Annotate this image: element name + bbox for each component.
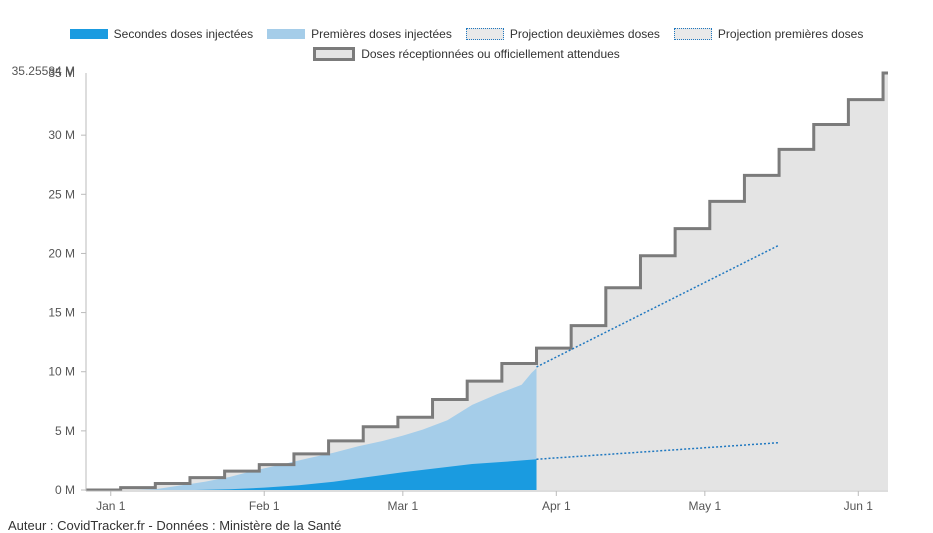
y-tick-label: 30 M [48,128,75,142]
legend-swatch-projection-first [673,28,712,40]
projection-second-doses-line [536,441,780,460]
y-tick-label: 10 M [48,365,75,379]
legend-swatch-projection-second [465,28,504,40]
x-tick-label: May 1 [688,499,721,513]
second-doses-area [86,459,537,490]
legend-label-projection-second: Projection deuxièmes doses [509,27,660,41]
received-doses-area [86,73,888,490]
chart-footer-credit: Auteur : CovidTracker.fr - Données : Min… [8,518,342,533]
legend-swatch-first-doses [267,29,306,39]
legend-label-received-doses: Doses réceptionnées ou officiellement at… [361,47,620,61]
legend-item-first-doses[interactable]: Premières doses injectées [267,27,452,41]
x-tick-label: Apr 1 [542,499,571,513]
y-tick-label: 20 M [48,246,75,260]
x-tick-label: Mar 1 [387,499,418,513]
legend-item-projection-second[interactable]: Projection deuxièmes doses [465,27,660,41]
y-tick-label: 15 M [48,306,75,320]
y-top-tick-label: 35 M [48,66,75,80]
legend-swatch-received-doses [313,47,356,61]
legend-item-projection-first[interactable]: Projection premières doses [673,27,864,41]
legend-label-projection-first: Projection premières doses [717,27,864,41]
legend-label-first-doses: Premières doses injectées [311,27,452,41]
y-tick-label: 5 M [55,424,75,438]
chart-legend: Secondes doses injectées Premières doses… [0,24,933,64]
received-doses-line [86,71,888,492]
y-max-label: 35.25584 M [12,64,75,78]
first-doses-area [86,368,537,490]
y-tick-label: 25 M [48,187,75,201]
projection-first-doses-line [536,244,780,368]
x-tick-label: Feb 1 [249,499,280,513]
x-tick-label: Jun 1 [844,499,874,513]
legend-label-second-doses: Secondes doses injectées [113,27,254,41]
x-tick-label: Jan 1 [96,499,126,513]
legend-item-received-doses[interactable]: Doses réceptionnées ou officiellement at… [313,47,620,61]
legend-item-second-doses[interactable]: Secondes doses injectées [69,27,254,41]
y-tick-label: 0 M [55,483,75,497]
legend-swatch-second-doses [69,29,108,39]
